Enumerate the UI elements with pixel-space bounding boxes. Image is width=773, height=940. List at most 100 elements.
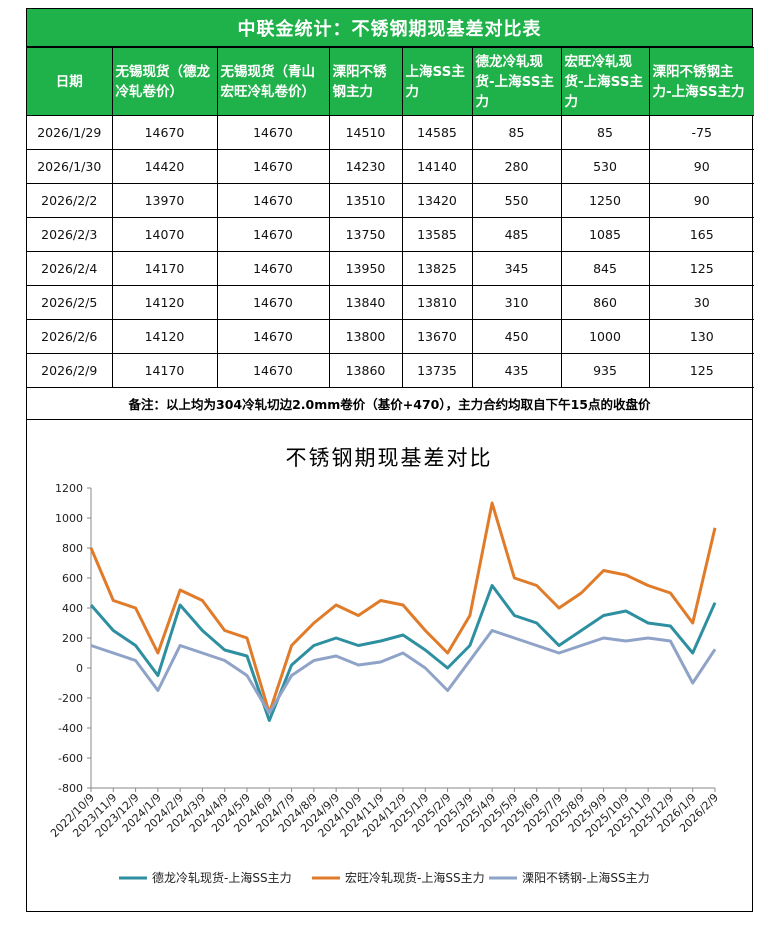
table-row: 2026/2/4 14170 14670 13950 13825 345 845 125: [27, 251, 754, 286]
table-cell: 13950: [328, 251, 403, 286]
table-cell: 14585: [401, 115, 473, 150]
table-cell: 550: [471, 183, 562, 218]
table-row: 2026/1/30 14420 14670 14230 14140 280 530 90: [27, 149, 754, 184]
table-header-row: 日期 无锡现货（德龙冷轧卷价） 无锡现货（青山宏旺冷轧卷价） 溧阳不锈钢主力 上…: [27, 47, 754, 116]
table-cell: 1085: [560, 217, 650, 252]
table-cell: 130: [648, 319, 754, 354]
table-cell: 14070: [111, 217, 218, 252]
basis-table: 日期 无锡现货（德龙冷轧卷价） 无锡现货（青山宏旺冷轧卷价） 溧阳不锈钢主力 上…: [27, 47, 754, 388]
series-line-3: [90, 629, 717, 715]
table-cell: 14120: [111, 285, 218, 320]
table-cell: 13510: [328, 183, 403, 218]
table-cell: 85: [560, 115, 650, 150]
table-cell: 14670: [111, 115, 218, 150]
table-cell: 935: [560, 353, 650, 388]
table-cell: 125: [648, 353, 754, 388]
table-cell: 345: [471, 251, 562, 286]
table-cell: 14670: [216, 115, 330, 150]
chart-legend: 德龙冷轧现货-上海SS主力 宏旺冷轧现货-上海SS主力 溧阳不锈钢-上海SS主力: [119, 870, 650, 885]
cell-date: 2026/2/2: [27, 183, 113, 218]
table-row: 2026/2/6 14120 14670 13800 13670 450 1000 130: [27, 319, 754, 354]
table-cell: 14120: [111, 319, 218, 354]
legend-label-2: 宏旺冷轧现货-上海SS主力: [345, 870, 485, 885]
series-line-2: [89, 501, 717, 715]
table-cell: 13420: [401, 183, 473, 218]
chart-svg: 不锈钢期现基差对比 1200 1000 800 600 400 200 0 -200 -400 -…: [48, 446, 721, 885]
table-cell: 485: [471, 217, 562, 252]
table-cell: 14140: [401, 149, 473, 184]
y-tick-label: 0: [76, 662, 83, 675]
col-header-liyang-main: 溧阳不锈钢主力: [328, 47, 403, 116]
table-cell: 310: [471, 285, 562, 320]
table-cell: 14510: [328, 115, 403, 150]
y-tick-label: 800: [62, 542, 83, 555]
table-cell: 450: [471, 319, 562, 354]
table-cell: 860: [560, 285, 650, 320]
table-cell: 90: [648, 183, 754, 218]
x-axis: 2022/10/92023/11/92023/12/92024/1/92024/…: [48, 787, 721, 840]
cell-date: 2026/1/29: [27, 115, 113, 150]
table-row: 2026/2/5 14120 14670 13840 13810 310 860 30: [27, 285, 754, 320]
table-cell: 13670: [401, 319, 473, 354]
table-row: 2026/1/29 14670 14670 14510 14585 85 85 -75: [27, 115, 754, 150]
legend-label-1: 德龙冷轧现货-上海SS主力: [152, 870, 292, 885]
table-cell: 14670: [216, 183, 330, 218]
table-cell: 435: [471, 353, 562, 388]
table-cell: 1000: [560, 319, 650, 354]
table-cell: 14670: [216, 353, 330, 388]
table-cell: 280: [471, 149, 562, 184]
table-cell: 13970: [111, 183, 218, 218]
y-tick-label: -200: [58, 692, 83, 705]
chart-title: 不锈钢期现基差对比: [286, 446, 493, 470]
y-tick-label: 600: [62, 572, 83, 585]
report-frame: 中联金统计：不锈钢期现基差对比表 日期 无锡现货（德龙冷轧卷价） 无锡现货（青山…: [26, 8, 754, 912]
table-cell: 85: [471, 115, 562, 150]
col-header-hongwang-basis: 宏旺冷轧现货-上海SS主力: [560, 47, 650, 116]
table-cell: -75: [648, 115, 754, 150]
y-tick-label: -600: [58, 752, 83, 765]
series-line-1: [89, 584, 717, 722]
table-cell: 14670: [216, 285, 330, 320]
table-cell: 13750: [328, 217, 403, 252]
col-header-delong-spot: 无锡现货（德龙冷轧卷价）: [111, 47, 218, 116]
series-lines: [89, 501, 717, 722]
table-cell: 14230: [328, 149, 403, 184]
table-note: 备注：以上均为304冷轧切边2.0mm卷价（基价+470），主力合约均取自下午1…: [27, 388, 752, 420]
table-cell: 845: [560, 251, 650, 286]
y-tick-label: -800: [58, 782, 83, 795]
table-row: 2026/2/2 13970 14670 13510 13420 550 1250 90: [27, 183, 754, 218]
col-header-liyang-basis: 溧阳不锈钢主力-上海SS主力: [648, 47, 754, 116]
cell-date: 2026/2/4: [27, 251, 113, 286]
cell-date: 2026/2/5: [27, 285, 113, 320]
col-header-shanghai-ss-main: 上海SS主力: [401, 47, 473, 116]
col-header-date: 日期: [27, 47, 113, 116]
cell-date: 2026/2/3: [27, 217, 113, 252]
table-cell: 13840: [328, 285, 403, 320]
table-cell: 13800: [328, 319, 403, 354]
table-cell: 14670: [216, 319, 330, 354]
table-cell: 14670: [216, 251, 330, 286]
table-cell: 13860: [328, 353, 403, 388]
basis-chart: 不锈钢期现基差对比 1200 1000 800 600 400 200 0 -200 -400 -…: [27, 420, 752, 910]
table-cell: 13825: [401, 251, 473, 286]
cell-date: 2026/2/9: [27, 353, 113, 388]
y-tick-label: -400: [58, 722, 83, 735]
table-cell: 13735: [401, 353, 473, 388]
col-header-delong-basis: 德龙冷轧现货-上海SS主力: [471, 47, 562, 116]
table-cell: 1250: [560, 183, 650, 218]
col-header-hongwang-spot: 无锡现货（青山宏旺冷轧卷价）: [216, 47, 330, 116]
table-cell: 90: [648, 149, 754, 184]
y-axis: 1200 1000 800 600 400 200 0 -200 -400 -600 -800: [55, 482, 92, 795]
table-cell: 14670: [216, 217, 330, 252]
table-cell: 14170: [111, 251, 218, 286]
table-body: 2026/1/29 14670 14670 14510 14585 85 85 -75 2026…: [27, 115, 754, 388]
y-tick-label: 200: [62, 632, 83, 645]
y-tick-label: 1000: [55, 512, 83, 525]
table-cell: 13585: [401, 217, 473, 252]
table-cell: 14670: [216, 149, 330, 184]
legend-label-3: 溧阳不锈钢-上海SS主力: [522, 870, 650, 885]
table-cell: 13810: [401, 285, 473, 320]
table-row: 2026/2/9 14170 14670 13860 13735 435 935 125: [27, 353, 754, 388]
y-tick-label: 1200: [55, 482, 83, 495]
report-title: 中联金统计：不锈钢期现基差对比表: [27, 9, 752, 47]
